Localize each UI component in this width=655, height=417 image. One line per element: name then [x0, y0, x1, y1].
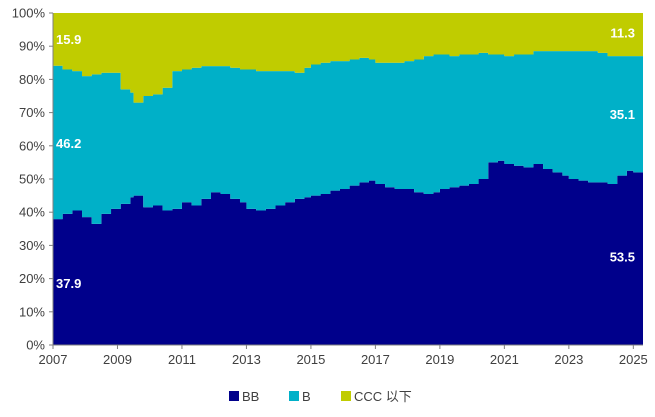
- y-tick-label: 50%: [19, 172, 45, 187]
- y-tick-label: 60%: [19, 138, 45, 153]
- data-label-end: 11.3: [610, 25, 635, 40]
- y-tick-label: 70%: [19, 105, 45, 120]
- y-tick-label: 10%: [19, 304, 45, 319]
- y-tick-label: 0%: [26, 338, 45, 353]
- legend-label: CCC 以下: [354, 389, 412, 404]
- y-tick-label: 80%: [19, 72, 45, 87]
- legend-label: BB: [242, 389, 259, 404]
- x-tick-label: 2009: [103, 352, 132, 367]
- x-tick-labels: 2007 2009 2011 2013 2015 2017 2019 2021 2023 2025: [39, 352, 648, 367]
- data-label-end: 53.5: [610, 250, 635, 265]
- legend: BB B CCC 以下: [229, 389, 412, 404]
- area-series-b: [53, 50, 643, 224]
- x-tick-label: 2021: [490, 352, 519, 367]
- legend-label: B: [302, 389, 311, 404]
- y-tick-label: 20%: [19, 271, 45, 286]
- x-tick-label: 2015: [296, 352, 325, 367]
- y-tick-labels: 0% 10% 20% 30% 40% 50% 60% 70% 80% 90% 100%: [12, 6, 46, 353]
- x-tick-label: 2023: [554, 352, 583, 367]
- x-tick-label: 2017: [361, 352, 390, 367]
- x-tick-label: 2007: [39, 352, 68, 367]
- legend-swatch: [229, 391, 239, 401]
- x-tick-label: 2013: [232, 352, 261, 367]
- data-label-start: 37.9: [56, 276, 81, 291]
- legend-swatch: [341, 391, 351, 401]
- x-tick-label: 2025: [619, 352, 648, 367]
- y-tick-label: 90%: [19, 39, 45, 54]
- area-series-bb: [53, 160, 643, 345]
- legend-swatch: [289, 391, 299, 401]
- x-tick-label: 2019: [425, 352, 454, 367]
- data-label-start: 46.2: [56, 136, 81, 151]
- axes-group: [49, 12, 643, 349]
- y-tick-label: 40%: [19, 205, 45, 220]
- data-label-end: 35.1: [610, 107, 635, 122]
- data-labels-group: 37.9 53.5 46.2 35.1 15.9 11.3: [56, 25, 635, 291]
- area-series-group: [53, 13, 643, 345]
- x-tick-label: 2011: [168, 352, 196, 367]
- data-label-start: 15.9: [56, 32, 81, 47]
- y-tick-label: 100%: [12, 6, 46, 21]
- y-tick-label: 30%: [19, 238, 45, 253]
- area-series-ccc: [53, 13, 643, 103]
